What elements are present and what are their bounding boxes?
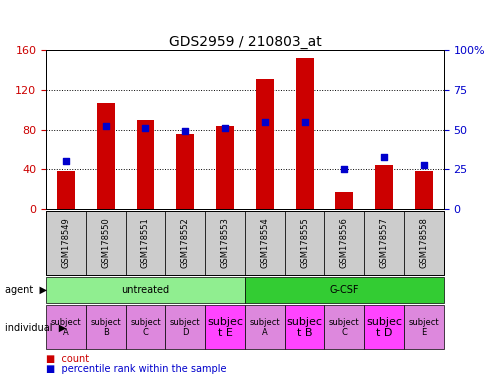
Bar [86, 305, 125, 349]
Text: agent  ▶: agent ▶ [5, 285, 47, 295]
Bar [216, 126, 233, 209]
Text: GSM178556: GSM178556 [339, 217, 348, 268]
Bar [403, 305, 443, 349]
Bar [46, 211, 86, 275]
Text: subjec
t D: subjec t D [365, 316, 401, 338]
Bar [136, 120, 154, 209]
Bar [295, 58, 313, 209]
Bar [86, 211, 125, 275]
Text: subject
C: subject C [328, 318, 359, 337]
Text: GSM178553: GSM178553 [220, 217, 229, 268]
Text: subject
A: subject A [249, 318, 280, 337]
Bar [414, 171, 432, 209]
Text: G-CSF: G-CSF [329, 285, 358, 295]
Bar [244, 211, 284, 275]
Text: GSM178557: GSM178557 [379, 217, 388, 268]
Text: ■  percentile rank within the sample: ■ percentile rank within the sample [46, 364, 226, 374]
Bar [57, 171, 75, 209]
Point [340, 166, 348, 172]
Point [419, 162, 427, 168]
Bar [403, 211, 443, 275]
Bar [284, 305, 324, 349]
Bar [205, 211, 244, 275]
Bar [363, 211, 403, 275]
Title: GDS2959 / 210803_at: GDS2959 / 210803_at [168, 35, 320, 49]
Point [221, 125, 228, 131]
Text: GSM178554: GSM178554 [260, 217, 269, 268]
Text: subject
E: subject E [408, 318, 439, 337]
Text: GSM178558: GSM178558 [419, 217, 427, 268]
Text: GSM178549: GSM178549 [61, 217, 70, 268]
Bar [363, 305, 403, 349]
Text: untreated: untreated [121, 285, 169, 295]
Text: individual  ▶: individual ▶ [5, 322, 66, 333]
Bar [244, 277, 443, 303]
Point [102, 123, 109, 129]
Bar [97, 103, 114, 209]
Text: subjec
t B: subjec t B [286, 316, 322, 338]
Bar [284, 211, 324, 275]
Point [379, 154, 387, 160]
Bar [125, 305, 165, 349]
Bar [335, 192, 352, 209]
Text: subject
A: subject A [50, 318, 81, 337]
Bar [324, 305, 363, 349]
Text: subject
D: subject D [169, 318, 200, 337]
Point [260, 119, 268, 125]
Bar [165, 211, 205, 275]
Point [62, 159, 70, 165]
Bar [256, 79, 273, 209]
Bar [324, 211, 363, 275]
Text: subject
C: subject C [130, 318, 161, 337]
Point [141, 125, 149, 131]
Bar [176, 134, 194, 209]
Point [181, 128, 189, 134]
Text: GSM178555: GSM178555 [300, 217, 308, 268]
Point [300, 119, 308, 125]
Bar [375, 166, 392, 209]
Bar [46, 277, 244, 303]
Bar [46, 305, 86, 349]
Bar [125, 211, 165, 275]
Text: subjec
t E: subjec t E [207, 316, 242, 338]
Text: GSM178551: GSM178551 [141, 217, 150, 268]
Text: GSM178552: GSM178552 [181, 217, 189, 268]
Text: GSM178550: GSM178550 [101, 217, 110, 268]
Bar [244, 305, 284, 349]
Bar [205, 305, 244, 349]
Bar [165, 305, 205, 349]
Text: ■  count: ■ count [46, 354, 89, 364]
Text: subject
B: subject B [90, 318, 121, 337]
